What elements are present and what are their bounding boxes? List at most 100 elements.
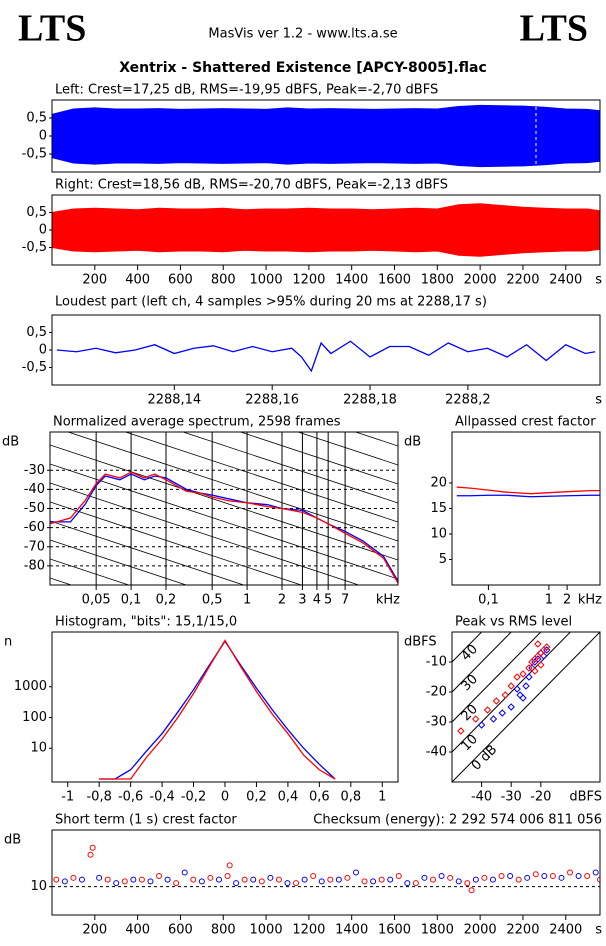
- slope-line: [239, 432, 398, 485]
- series-line: [99, 639, 336, 780]
- point: [61, 878, 68, 885]
- point: [477, 721, 486, 729]
- point: [540, 652, 548, 660]
- x-tick-label: 2000: [464, 273, 497, 288]
- y-tick-label: -30: [24, 463, 45, 478]
- crest-line-label: 40: [459, 642, 481, 664]
- plot-frame: [51, 314, 601, 386]
- y-tick-label: 15: [430, 501, 447, 516]
- point: [543, 646, 551, 654]
- slope-line: [50, 463, 398, 580]
- chart-title: Right: Crest=18,56 dB, RMS=-20,70 dBFS, …: [55, 178, 448, 193]
- x-tick-label: 2200: [506, 273, 539, 288]
- point: [224, 873, 231, 880]
- y-tick-label: -0,5: [22, 360, 47, 375]
- x-tick-label: 800: [211, 273, 236, 288]
- waveform: [52, 203, 600, 257]
- point: [250, 876, 257, 883]
- point: [87, 851, 94, 858]
- slope-line: [50, 444, 398, 561]
- y-tick-label: -70: [24, 539, 45, 554]
- point: [525, 673, 533, 681]
- y-tick-label: -60: [24, 520, 45, 535]
- point: [96, 874, 103, 881]
- point: [430, 876, 437, 883]
- point: [455, 878, 462, 885]
- point: [267, 874, 274, 881]
- x-tick-label: 2288,14: [147, 393, 201, 408]
- x-axis-label: dBFS: [569, 790, 602, 805]
- y-tick-label: -40: [426, 745, 447, 760]
- point: [532, 871, 539, 878]
- y-tick-label: 0: [39, 343, 47, 358]
- logo: LTS: [520, 8, 588, 50]
- point: [173, 880, 180, 887]
- point: [70, 874, 77, 881]
- crest-line: [452, 632, 600, 782]
- slope-line: [50, 501, 303, 585]
- point: [507, 873, 514, 880]
- point: [592, 869, 599, 876]
- plot-area: [456, 486, 600, 498]
- x-tick-label: 1200: [292, 273, 325, 288]
- x-tick-label: 2400: [549, 923, 582, 938]
- point: [412, 880, 419, 887]
- point: [89, 844, 96, 851]
- x-tick-label: 0,2: [156, 593, 177, 608]
- crest-line: [452, 632, 512, 693]
- chart-title: Peak vs RMS level: [455, 615, 572, 630]
- point: [516, 691, 524, 699]
- x-axis-label: s: [595, 273, 602, 288]
- point: [507, 682, 515, 690]
- y-tick-label: -50: [24, 501, 45, 516]
- plot-frame: [51, 194, 601, 266]
- slope-line: [181, 432, 398, 504]
- point: [575, 873, 582, 880]
- point: [327, 876, 334, 883]
- point: [335, 876, 342, 883]
- point: [498, 873, 505, 880]
- x-tick-label: 1: [243, 593, 251, 608]
- series-line: [456, 494, 600, 498]
- plot-area: [56, 340, 596, 373]
- point: [543, 643, 551, 651]
- plot-frame: [451, 431, 601, 586]
- point: [468, 887, 475, 894]
- series-line: [56, 340, 596, 373]
- x-tick-label: 400: [125, 923, 150, 938]
- point: [198, 878, 205, 885]
- point: [507, 703, 515, 711]
- y-axis-label: dBFS: [404, 635, 437, 650]
- point: [387, 876, 394, 883]
- y-tick-label: -0,5: [22, 240, 47, 255]
- plot-area: [52, 104, 600, 168]
- point: [492, 697, 501, 705]
- plot-frame: [451, 631, 601, 783]
- x-axis-label: s: [595, 923, 602, 938]
- x-tick-label: 0,2: [246, 790, 267, 805]
- point: [438, 873, 445, 880]
- point: [519, 694, 527, 702]
- crest-line-label: 30: [459, 672, 481, 694]
- file-title: Xentrix - Shattered Existence [APCY-8005…: [119, 60, 487, 76]
- x-tick-label: 1800: [421, 923, 454, 938]
- point: [104, 876, 111, 883]
- y-tick-label: -10: [426, 655, 447, 670]
- waveform: [52, 104, 600, 168]
- x-tick-label: 400: [125, 273, 150, 288]
- x-tick-label: 0,8: [340, 790, 361, 805]
- y-tick-label: -20: [426, 685, 447, 700]
- x-tick-label: 1600: [378, 923, 411, 938]
- point: [498, 709, 507, 717]
- x-tick-label: 0,5: [202, 593, 223, 608]
- y-tick-label: 5: [439, 552, 447, 567]
- x-tick-label: 1400: [335, 273, 368, 288]
- point: [164, 876, 171, 883]
- y-tick-label: 20: [430, 476, 447, 491]
- point: [558, 874, 565, 881]
- point: [567, 869, 574, 876]
- crest-line: [452, 632, 483, 663]
- point: [489, 715, 498, 723]
- x-tick-label: 200: [82, 923, 107, 938]
